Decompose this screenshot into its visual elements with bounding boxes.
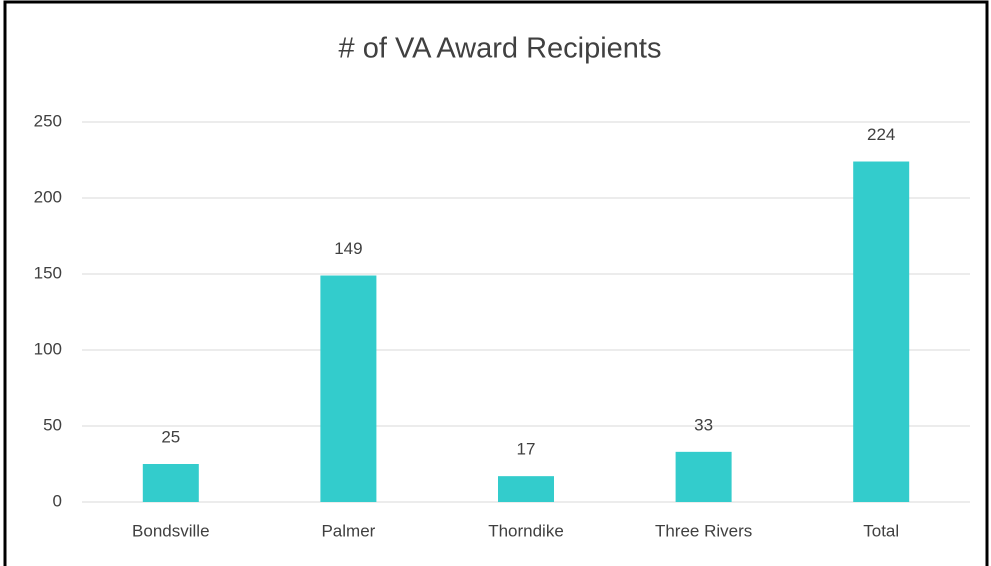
x-tick-label: Palmer [321, 521, 375, 540]
y-tick-label: 250 [34, 111, 62, 130]
x-tick-label: Bondsville [132, 521, 210, 540]
y-tick-label: 50 [43, 415, 62, 434]
bar [320, 275, 377, 502]
data-label: 224 [867, 125, 895, 144]
data-label: 149 [334, 239, 362, 258]
x-tick-label: Total [863, 521, 899, 540]
chart-title: # of VA Award Recipients [339, 33, 662, 65]
bar [142, 464, 199, 502]
y-tick-label: 100 [34, 339, 62, 358]
y-tick-label: 150 [34, 263, 62, 282]
bar [675, 451, 732, 502]
bar [498, 476, 554, 502]
y-tick-label: 200 [34, 187, 62, 206]
data-label: 25 [161, 427, 180, 446]
bar [853, 161, 910, 502]
x-tick-label: Three Rivers [655, 521, 752, 540]
y-tick-label: 0 [53, 491, 62, 510]
x-tick-label: Thorndike [488, 521, 564, 540]
data-label: 17 [517, 440, 536, 459]
data-label: 33 [694, 415, 713, 434]
